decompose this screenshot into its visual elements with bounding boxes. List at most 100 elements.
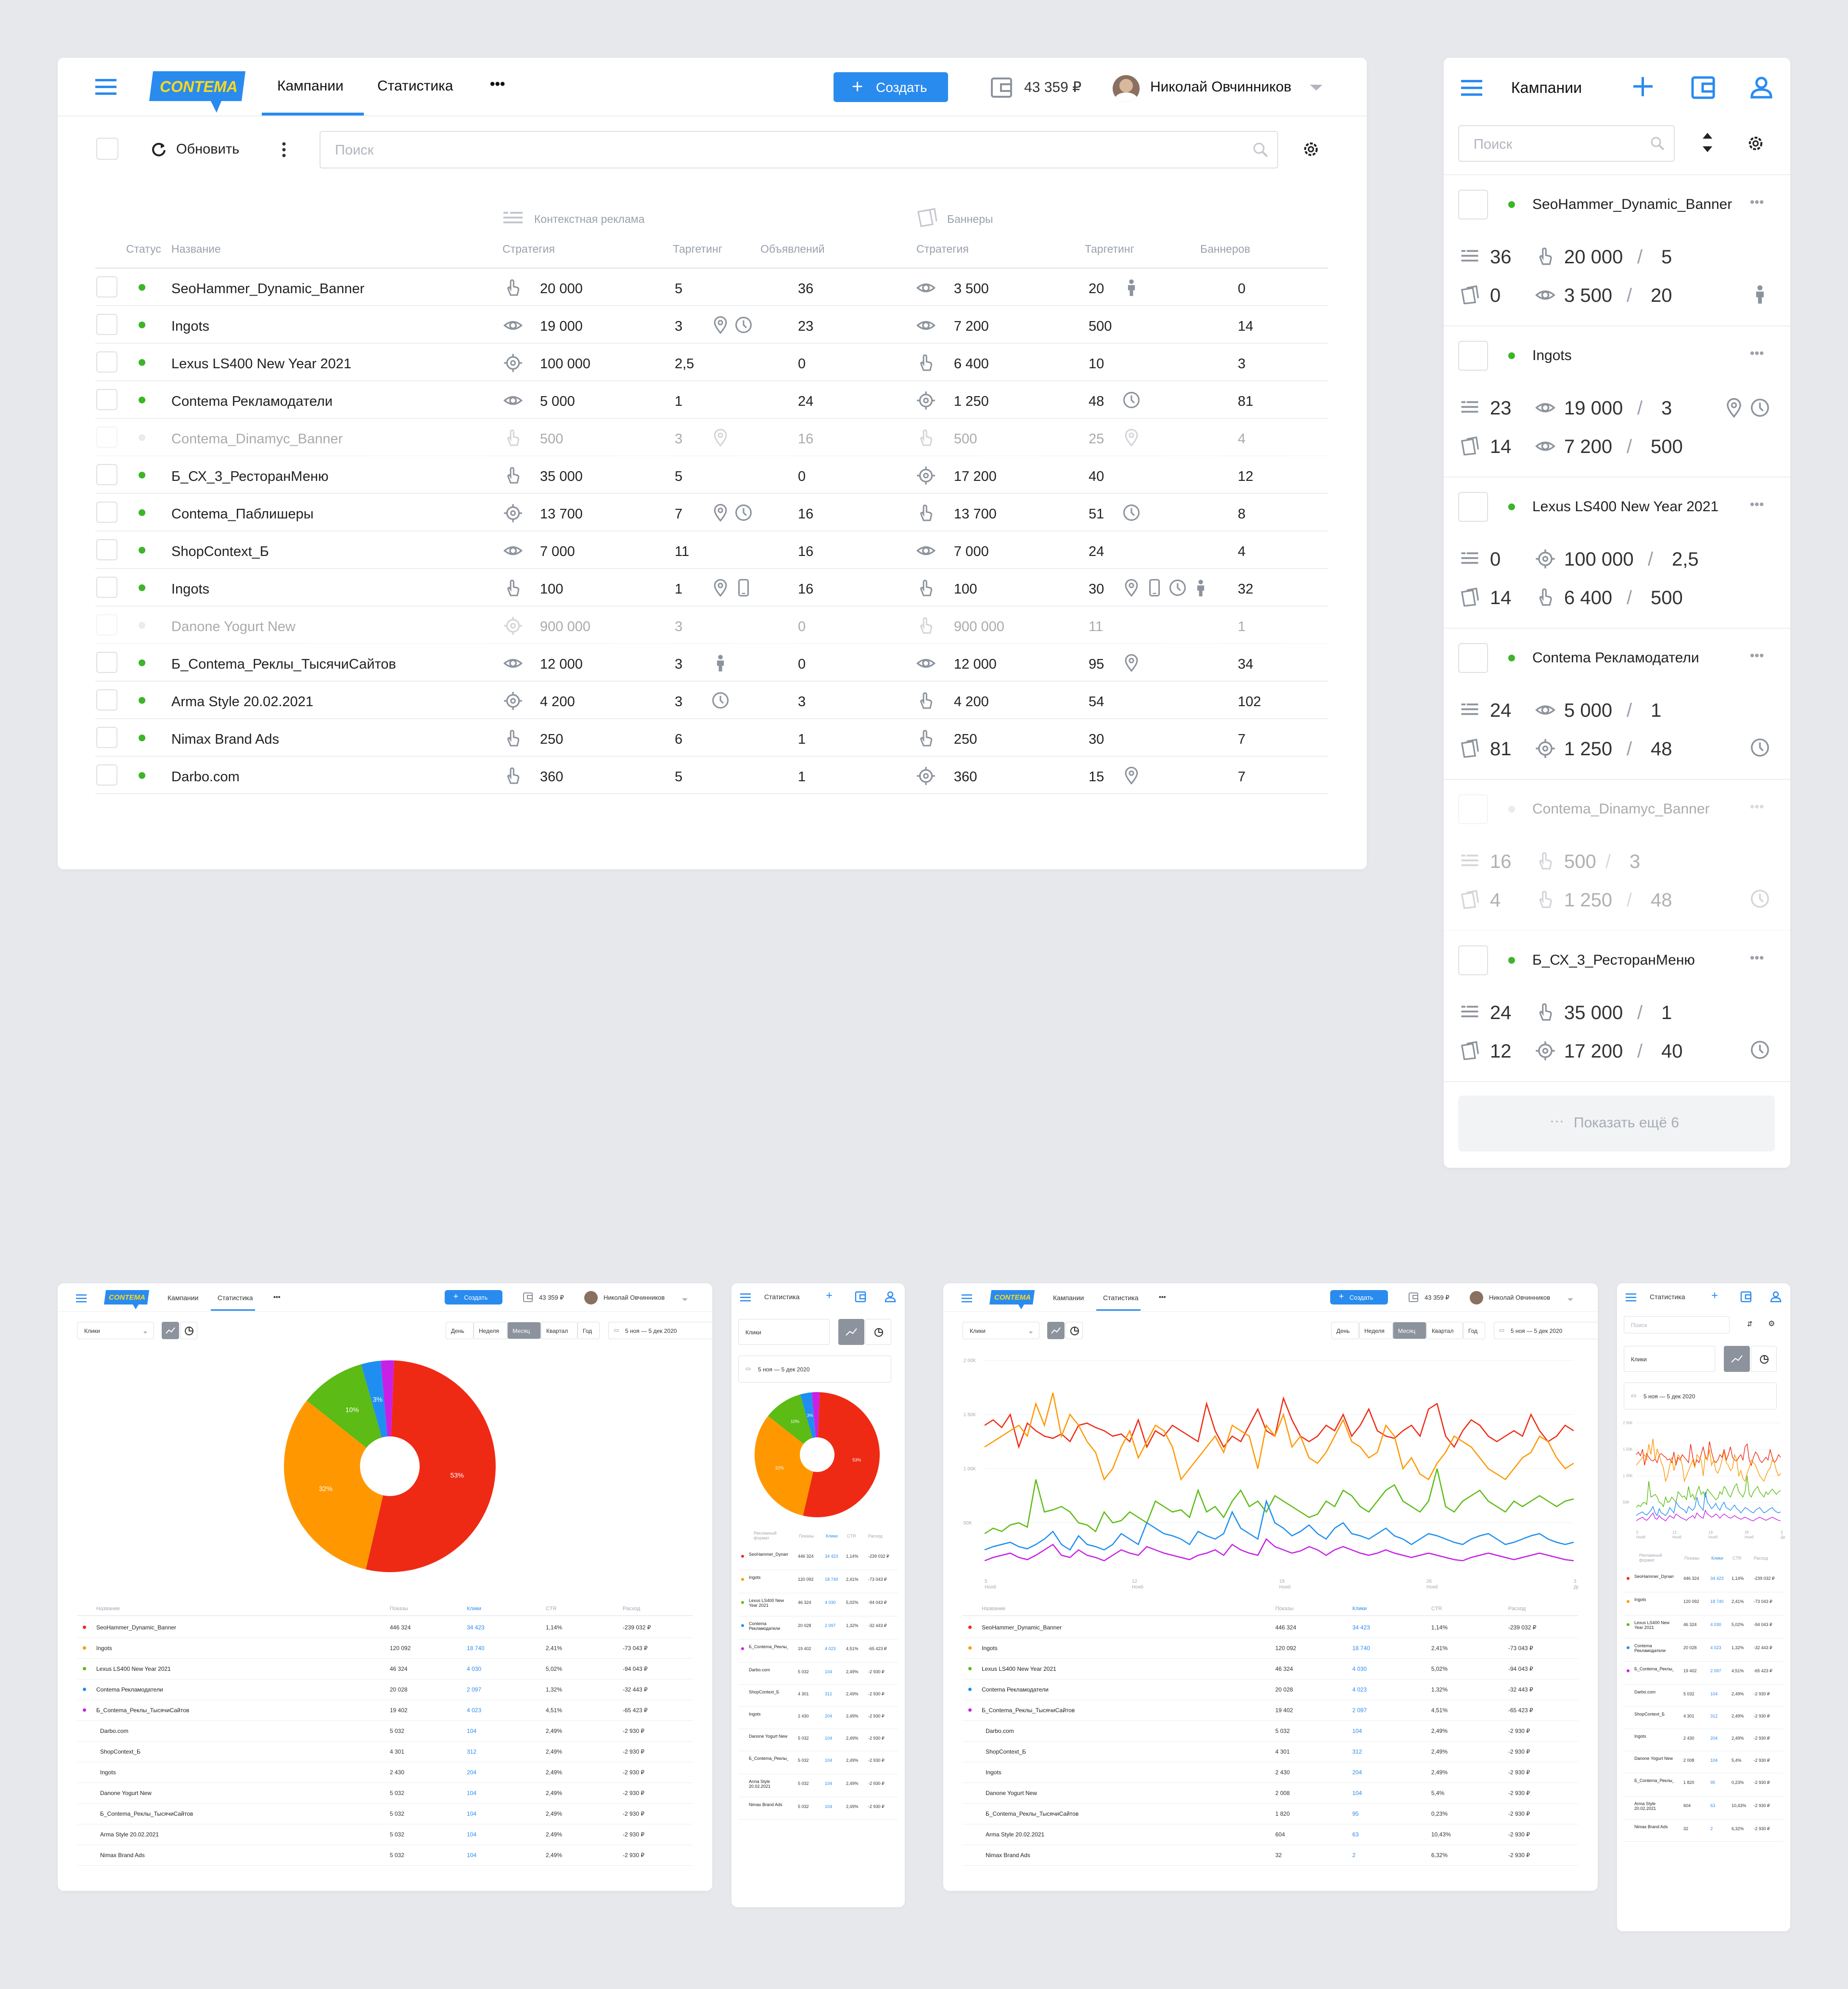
date-range-picker[interactable]: 5 ноя — 5 дек 2020 ▭: [1624, 1382, 1777, 1409]
row-clicks[interactable]: 312: [1710, 1714, 1718, 1718]
campaign-name[interactable]: Lexus LS400 New Year 2021: [171, 356, 352, 372]
table-row[interactable]: Б_Contema_Реклы_ТысячиСайтов 1 820 95 0,23%…: [962, 1804, 1578, 1824]
row-clicks[interactable]: 2 097: [1710, 1668, 1721, 1673]
series-line-0[interactable]: [984, 1396, 1574, 1449]
period-4[interactable]: Год: [578, 1322, 600, 1339]
row-checkbox[interactable]: [96, 539, 117, 560]
table-row[interactable]: ShopContext_Б 4 301 312 2,49% -2 930 ₽: [1624, 1707, 1784, 1729]
table-row[interactable]: Arma Style 20.02.2021 5 032 104 2,49% -2 930…: [738, 1774, 898, 1797]
table-row[interactable]: Nimax Brand Ads 5 032 104 2,49% -2 930 ₽: [738, 1797, 898, 1820]
table-row[interactable]: Ingots 120 092 18 740 2,41% -73 043 ₽: [77, 1638, 693, 1659]
pie-chart-toggle[interactable]: [1751, 1346, 1777, 1372]
mobile-user-icon[interactable]: [1750, 76, 1773, 99]
row-clicks[interactable]: 95: [1352, 1810, 1359, 1817]
line-chart-toggle[interactable]: [162, 1322, 179, 1339]
row-clicks[interactable]: 2 097: [1352, 1707, 1367, 1714]
row-clicks[interactable]: 312: [467, 1748, 477, 1755]
table-row[interactable]: Lexus LS400 New Year 2021 46 324 4 030 5,02…: [962, 1659, 1578, 1679]
card-more-menu[interactable]: •••: [1750, 346, 1764, 361]
period-3[interactable]: Квартал: [541, 1322, 578, 1339]
search-box[interactable]: Поиск: [320, 131, 1278, 168]
row-clicks[interactable]: 204: [1710, 1736, 1718, 1741]
table-row[interactable]: Danone Yogurt New 5 032 104 2,49% -2 930 ₽: [77, 1783, 693, 1804]
row-checkbox[interactable]: [96, 464, 117, 485]
row-checkbox[interactable]: [96, 389, 117, 410]
series-line-1[interactable]: [1636, 1438, 1781, 1483]
campaign-name[interactable]: Nimax Brand Ads: [171, 732, 280, 747]
user-name[interactable]: Николай Овчинников: [1150, 79, 1292, 95]
campaign-name[interactable]: Б_Contema_Реклы_ТысячиСайтов: [171, 657, 396, 672]
campaign-name[interactable]: Ingots: [171, 319, 209, 334]
row-clicks[interactable]: 104: [1352, 1728, 1362, 1734]
contema-logo[interactable]: CONTEMA: [104, 1290, 149, 1310]
table-row[interactable]: Danone Yogurt New 5 032 104 2,49% -2 930 ₽: [738, 1729, 898, 1751]
table-row[interactable]: Arma Style 20.02.2021 5 032 104 2,49% -2 930…: [77, 1824, 693, 1845]
metric-select[interactable]: Клики: [1624, 1346, 1715, 1372]
row-clicks[interactable]: 2 097: [467, 1686, 482, 1693]
table-row[interactable]: Contema Рекламодатели 20 028 4 023 1,32% -32…: [962, 1679, 1578, 1700]
row-clicks[interactable]: 104: [1710, 1692, 1718, 1696]
row-clicks[interactable]: 34 423: [467, 1624, 485, 1631]
avatar[interactable]: [584, 1291, 598, 1304]
campaign-card[interactable]: Contema_Dinamyc_Banner ••• 16 500 / 3 4 1 250 / 4…: [1444, 780, 1790, 931]
balance[interactable]: 43 359 ₽: [1024, 79, 1082, 95]
row-clicks[interactable]: 34 423: [1352, 1624, 1370, 1631]
wallet-icon[interactable]: [523, 1292, 533, 1303]
row-clicks[interactable]: 104: [825, 1669, 833, 1674]
pie-slice-2[interactable]: [768, 1394, 817, 1455]
row-clicks[interactable]: 95: [1710, 1780, 1716, 1785]
line-chart-toggle[interactable]: [1724, 1346, 1750, 1372]
table-row[interactable]: Lexus LS400 New Year 2021 46 324 4 030 5,02…: [77, 1659, 693, 1679]
card-checkbox[interactable]: [1458, 945, 1488, 975]
campaign-name[interactable]: Arma Style 20.02.2021: [171, 694, 314, 710]
table-row[interactable]: Ingots 120 092 18 740 2,41% -73 043 ₽: [962, 1638, 1578, 1659]
row-clicks[interactable]: 104: [467, 1728, 477, 1734]
card-checkbox[interactable]: [1458, 341, 1488, 371]
card-checkbox[interactable]: [1458, 190, 1488, 220]
table-row[interactable]: Darbo.com 5 032 104 2,49% -2 930 ₽: [738, 1663, 898, 1685]
row-clicks[interactable]: 18 740: [1352, 1645, 1370, 1652]
campaign-name[interactable]: Ingots: [171, 581, 209, 597]
table-row[interactable]: Б_Contema_Реклы_ТысячиСайтов 5 032 104 2,49…: [77, 1804, 693, 1824]
row-checkbox[interactable]: [96, 689, 117, 710]
campaign-name[interactable]: Contema_Dinamyc_Banner: [171, 431, 343, 447]
table-row[interactable]: SeoHammer_Dynamic_Banner 446 324 34 423 1,1…: [738, 1547, 898, 1570]
row-checkbox[interactable]: [96, 502, 117, 523]
avatar[interactable]: [1113, 75, 1140, 102]
metric-select[interactable]: Клики: [77, 1322, 154, 1339]
campaign-name[interactable]: ShopContext_Б: [171, 544, 269, 559]
chevron-down-icon[interactable]: [1567, 1296, 1574, 1301]
row-clicks[interactable]: 104: [825, 1736, 833, 1741]
table-row[interactable]: Arma Style 20.02.2021 604 63 10,43% -2 930 ₽: [962, 1824, 1578, 1845]
mobile-wallet-icon[interactable]: [855, 1291, 866, 1303]
row-clicks[interactable]: 4 023: [1352, 1686, 1367, 1693]
balance[interactable]: 43 359 ₽: [539, 1294, 564, 1301]
period-1[interactable]: Неделя: [1359, 1322, 1393, 1339]
row-clicks[interactable]: 104: [467, 1852, 477, 1859]
card-name[interactable]: Ingots: [1532, 348, 1572, 363]
series-line-4[interactable]: [1636, 1509, 1781, 1522]
campaign-name[interactable]: Darbo.com: [171, 769, 240, 785]
table-row[interactable]: Danone Yogurt New 2 008 104 5,4% -2 930 ₽: [962, 1783, 1578, 1804]
row-checkbox[interactable]: [96, 426, 117, 448]
search-icon[interactable]: [1252, 142, 1269, 158]
period-0[interactable]: День: [446, 1322, 474, 1339]
wallet-icon[interactable]: [1408, 1292, 1419, 1303]
row-checkbox[interactable]: [96, 614, 117, 635]
date-range-picker[interactable]: 5 ноя — 5 дек 2020 ▭: [738, 1356, 891, 1382]
table-row[interactable]: Б_Contema_Реклы_ТысячиСайтов 1 820 95 0,23%…: [1624, 1773, 1784, 1796]
row-clicks[interactable]: 18 740: [467, 1645, 485, 1652]
contema-logo[interactable]: CONTEMA: [149, 71, 245, 115]
mobile-search-input[interactable]: Поиск: [1631, 1322, 1647, 1329]
table-row[interactable]: SeoHammer_Dynamic_Banner 20 000 5 36 3 500 20…: [95, 269, 1328, 306]
campaign-card[interactable]: Ingots ••• 23 19 000/3 14 7 200/500: [1444, 326, 1790, 478]
card-name[interactable]: Lexus LS400 New Year 2021: [1532, 499, 1719, 515]
row-clicks[interactable]: 63: [1710, 1803, 1716, 1808]
table-row[interactable]: Ingots 120 092 18 740 2,41% -73 043 ₽: [738, 1570, 898, 1593]
row-clicks[interactable]: 312: [825, 1692, 833, 1696]
